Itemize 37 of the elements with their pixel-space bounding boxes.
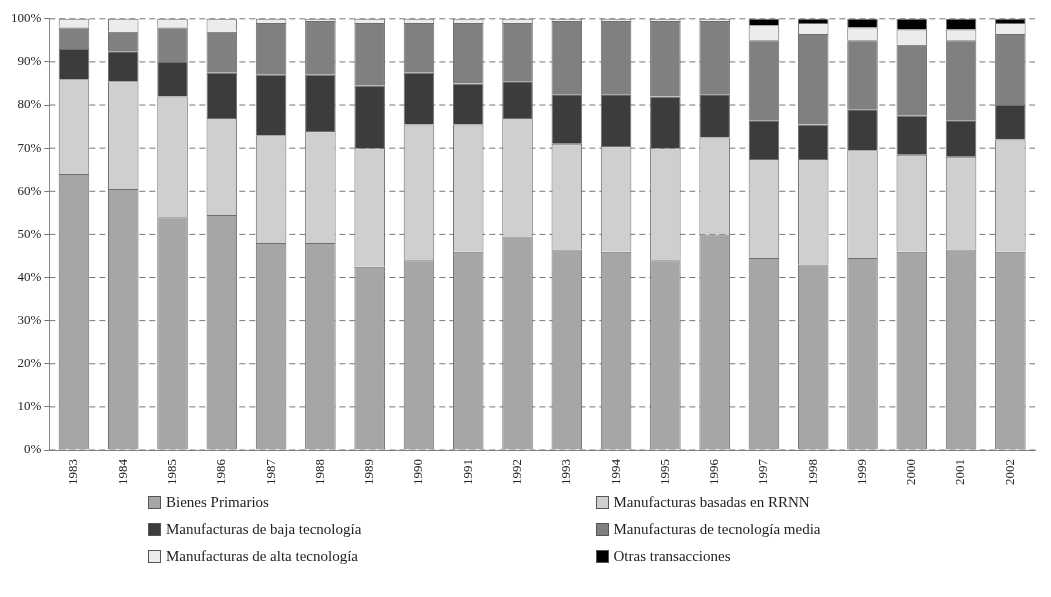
legend-label: Bienes Primarios xyxy=(166,494,269,511)
x-tick-label: 1991 xyxy=(459,459,475,485)
x-tick-label: 2001 xyxy=(952,459,968,485)
x-tick-label: 1993 xyxy=(558,459,574,485)
y-tick-label: 80% xyxy=(17,96,42,112)
legend-label: Manufacturas basadas en RRNN xyxy=(613,494,810,511)
x-tick-label: 1989 xyxy=(361,459,377,485)
x-tick-label: 1994 xyxy=(607,458,623,485)
legend-label: Manufacturas de alta tecnología xyxy=(166,548,358,565)
y-tick-label: 60% xyxy=(17,182,42,198)
legend-label: Otras transacciones xyxy=(613,548,731,565)
y-tick-label: 50% xyxy=(17,225,42,241)
y-tick-label: 20% xyxy=(17,355,42,371)
x-tick-label: 1988 xyxy=(311,459,327,485)
x-tick-label: 1986 xyxy=(213,458,229,485)
legend-label: Manufacturas de baja tecnología xyxy=(166,521,362,538)
y-tick-label: 0% xyxy=(23,441,42,457)
x-tick-label: 1997 xyxy=(755,458,771,485)
y-tick-label: 70% xyxy=(17,139,42,155)
x-tick-label: 2000 xyxy=(903,459,919,485)
x-tick-label: 2002 xyxy=(1001,459,1017,485)
y-tick-label: 90% xyxy=(17,53,42,69)
x-tick-label: 1995 xyxy=(656,459,672,485)
x-tick-label: 1985 xyxy=(163,459,179,485)
x-tick-label: 1998 xyxy=(804,459,820,485)
y-tick-label: 100% xyxy=(10,10,42,26)
legend-label: Manufacturas de tecnología media xyxy=(613,521,821,538)
y-tick-label: 30% xyxy=(17,312,42,328)
x-tick-label: 1990 xyxy=(410,459,426,485)
x-tick-label: 1983 xyxy=(65,459,81,485)
x-tick-label: 1999 xyxy=(853,459,869,485)
x-tick-label: 1984 xyxy=(114,458,130,485)
y-tick-label: 10% xyxy=(17,398,42,414)
x-tick-label: 1987 xyxy=(262,458,278,485)
y-tick-label: 40% xyxy=(17,268,42,284)
x-tick-label: 1992 xyxy=(508,459,524,485)
x-tick-label: 1996 xyxy=(706,458,722,485)
